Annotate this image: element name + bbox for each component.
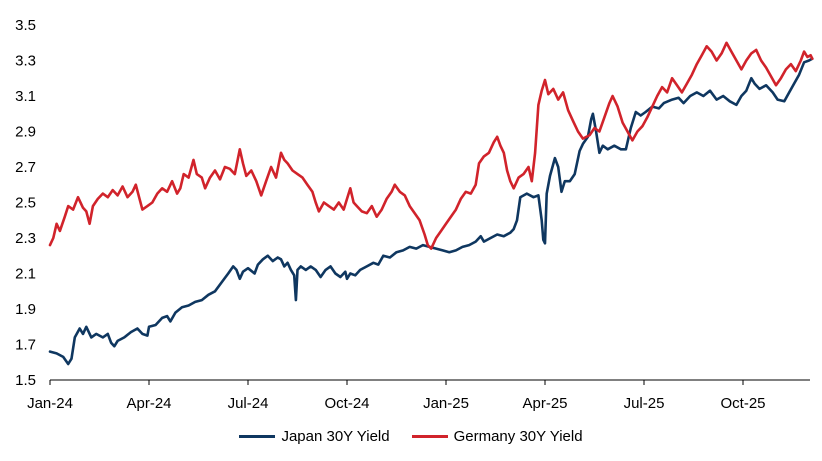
y-tick-label: 2.1 — [15, 266, 36, 283]
y-tick-label: 3.3 — [15, 53, 36, 70]
x-axis-tick-labels: Jan-24 Apr-24 Jul-24 Oct-24 Jan-25 Apr-25 Jul-… — [27, 395, 765, 412]
legend-label-japan: Japan 30Y Yield — [281, 427, 390, 445]
y-tick-label: 2.3 — [15, 230, 36, 247]
y-tick-label: 2.5 — [15, 195, 36, 212]
x-tick-label: Jul-25 — [624, 395, 665, 412]
x-tick-label: Apr-24 — [126, 395, 171, 412]
y-tick-label: 1.9 — [15, 301, 36, 318]
series-line-japan-30y — [48, 57, 814, 366]
legend-swatch-japan — [239, 434, 276, 438]
x-tick-label: Oct-25 — [720, 395, 765, 412]
legend-label-germany: Germany 30Y Yield — [453, 427, 583, 445]
x-tick-label: Oct-24 — [324, 395, 369, 412]
legend-item-germany: Germany 30Y Yield — [411, 427, 583, 445]
y-tick-label: 1.5 — [15, 372, 36, 389]
x-tick-label: Jul-24 — [228, 395, 269, 412]
x-tick-label: Jan-24 — [27, 395, 73, 412]
legend-swatch-germany — [411, 434, 448, 438]
y-tick-label: 3.1 — [15, 88, 36, 105]
x-tick-label: Jan-25 — [423, 395, 469, 412]
y-tick-label: 2.9 — [15, 124, 36, 141]
y-axis-tick-labels: 1.5 1.7 1.9 2.1 2.3 2.5 2.7 2.9 3.1 3.3 3.5 — [15, 17, 36, 389]
y-tick-label: 3.5 — [15, 17, 36, 34]
y-tick-label: 1.7 — [15, 337, 36, 354]
legend-item-japan: Japan 30Y Yield — [239, 427, 390, 445]
x-tick-label: Apr-25 — [522, 395, 567, 412]
series-line-germany-30y — [48, 41, 814, 250]
series-lines — [48, 41, 814, 366]
y-tick-label: 2.7 — [15, 159, 36, 176]
legend: Japan 30Y Yield Germany 30Y Yield — [0, 424, 822, 448]
x-axis-tick-marks — [49, 380, 744, 385]
